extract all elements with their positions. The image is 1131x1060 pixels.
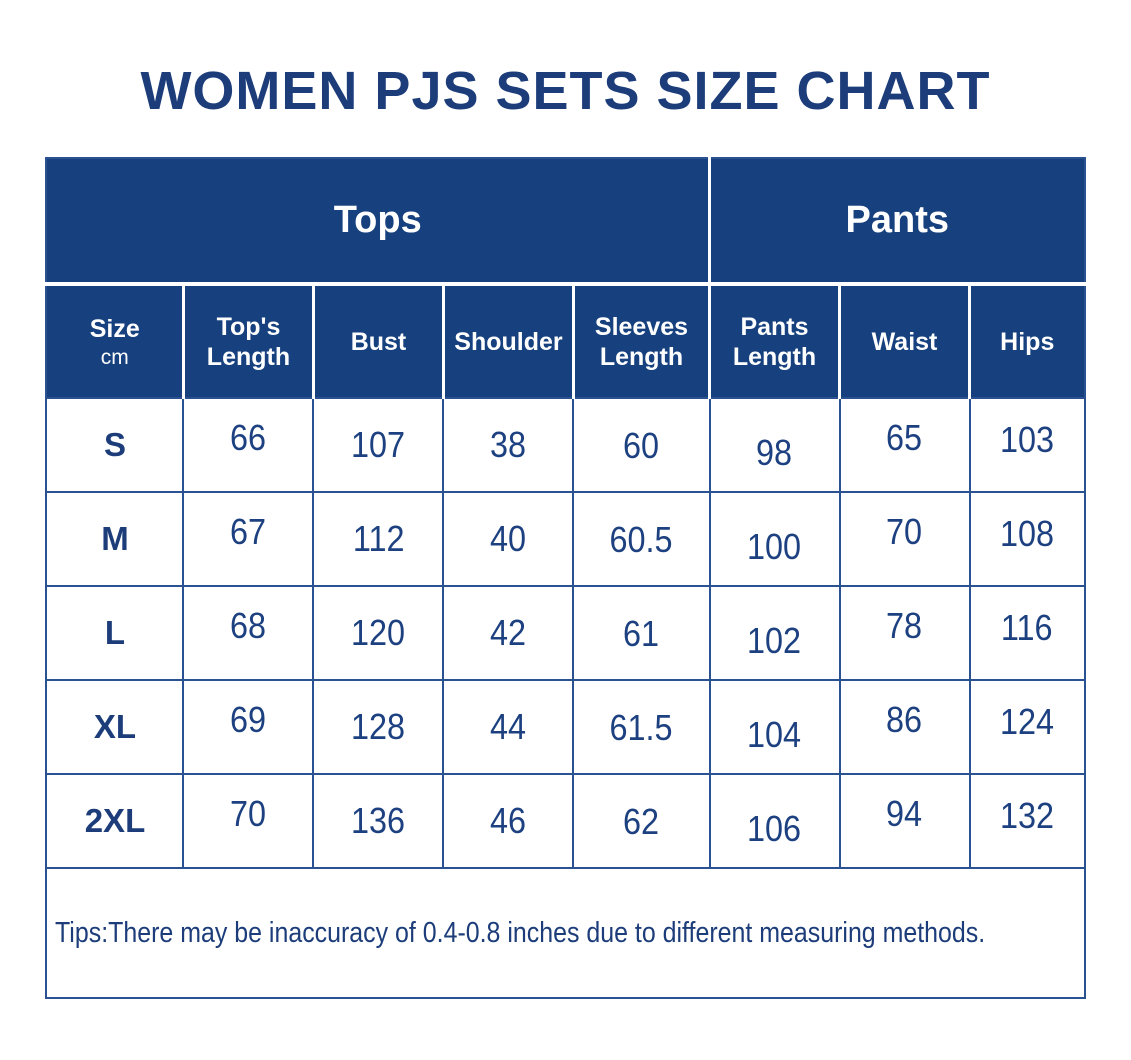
column-header-waist: Waist — [839, 284, 971, 399]
column-header-bust: Bust — [313, 284, 445, 399]
measurement-cell: 107 — [312, 397, 445, 494]
measurement-cell: 38 — [442, 397, 575, 494]
column-header-row: Size cm Top's Length Bust Shoulder Sleev… — [46, 284, 1085, 399]
measurement-cell: 44 — [442, 679, 575, 776]
measurement-cell: 46 — [442, 773, 575, 870]
size-row-s: S 66 107 38 60 98 65 103 — [45, 397, 1086, 494]
column-header-hips: Hips — [969, 284, 1085, 399]
measurement-cell: 61 — [572, 585, 711, 682]
measurement-cell: 60 — [572, 397, 711, 494]
unit-label: cm — [100, 345, 129, 369]
size-row-l: L 68 120 42 61 102 78 116 — [45, 585, 1086, 682]
measurement-cell: 128 — [312, 679, 445, 776]
size-row-m: M 67 112 40 60.5 100 70 108 — [45, 491, 1086, 588]
measurement-cell: 108 — [968, 491, 1086, 588]
measurement-cell: 104 — [708, 679, 841, 776]
size-label: 2XL — [45, 773, 185, 870]
measurement-cell: 86 — [838, 679, 971, 776]
tips-text: Tips:There may be inaccuracy of 0.4-0.8 … — [55, 916, 986, 949]
measurement-cell: 102 — [708, 585, 841, 682]
tips-cell: Tips:There may be inaccuracy of 0.4-0.8 … — [46, 867, 1085, 999]
size-label: XL — [45, 679, 185, 776]
tips-row: Tips:There may be inaccuracy of 0.4-0.8 … — [46, 867, 1085, 999]
column-header-pants-length: Pants Length — [709, 284, 841, 399]
measurement-cell: 66 — [182, 397, 315, 494]
measurement-cell: 116 — [968, 585, 1086, 682]
measurement-cell: 120 — [312, 585, 445, 682]
measurement-cell: 94 — [838, 773, 971, 870]
column-header-shoulder: Shoulder — [443, 284, 575, 399]
measurement-cell: 40 — [442, 491, 575, 588]
column-header-sleeves-length: Sleeves Length — [573, 284, 712, 399]
group-header-pants: Pants — [709, 158, 1085, 287]
measurement-cell: 70 — [182, 773, 315, 870]
size-row-2xl: 2XL 70 136 46 62 106 94 132 — [45, 773, 1086, 870]
measurement-cell: 103 — [968, 397, 1086, 494]
measurement-cell: 68 — [182, 585, 315, 682]
measurement-cell: 42 — [442, 585, 575, 682]
measurement-cell: 132 — [968, 773, 1086, 870]
measurement-cell: 136 — [312, 773, 445, 870]
measurement-cell: 78 — [838, 585, 971, 682]
measurement-cell: 124 — [968, 679, 1086, 776]
measurement-cell: 69 — [182, 679, 315, 776]
group-header-row: Tops Pants — [46, 158, 1085, 287]
measurement-cell: 61.5 — [572, 679, 711, 776]
measurement-cell: 62 — [572, 773, 711, 870]
measurement-cell: 98 — [708, 397, 841, 494]
size-header-label: Size — [89, 314, 140, 343]
measurement-cell: 60.5 — [572, 491, 711, 588]
measurement-cell: 70 — [838, 491, 971, 588]
measurement-cell: 67 — [182, 491, 315, 588]
group-header-tops: Tops — [46, 158, 712, 287]
column-header-size: Size cm — [46, 284, 185, 399]
measurement-cell: 100 — [708, 491, 841, 588]
measurement-cell: 65 — [838, 397, 971, 494]
measurement-cell: 106 — [708, 773, 841, 870]
size-row-xl: XL 69 128 44 61.5 104 86 124 — [45, 679, 1086, 776]
size-chart-table: Tops Pants Size cm Top's Length Bust Sho… — [45, 157, 1086, 1000]
measurement-cell: 112 — [312, 491, 445, 588]
column-header-tops-length: Top's Length — [183, 284, 315, 399]
size-label: M — [45, 491, 185, 588]
page-title: WOMEN PJS SETS SIZE CHART — [140, 61, 991, 121]
size-label: S — [45, 397, 185, 494]
size-label: L — [45, 585, 185, 682]
